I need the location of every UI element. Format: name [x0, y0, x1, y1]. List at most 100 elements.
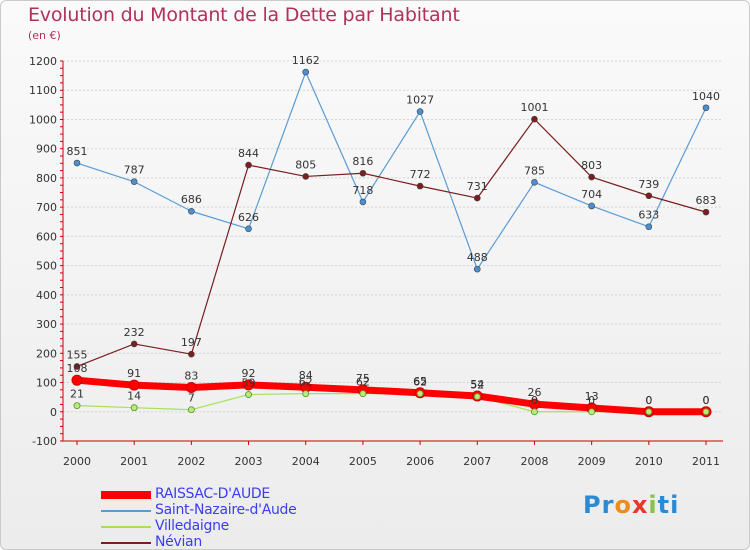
data-point	[359, 169, 367, 177]
data-label: 718	[352, 184, 373, 197]
y-tick-label: 0	[50, 406, 57, 419]
data-point	[128, 379, 140, 391]
data-point	[245, 391, 252, 398]
data-point	[473, 393, 481, 400]
series-line	[76, 71, 707, 270]
data-point	[359, 390, 367, 398]
data-label: 232	[124, 326, 145, 339]
data-point	[245, 161, 252, 169]
data-point	[130, 340, 138, 348]
x-tick-label: 2002	[177, 455, 205, 468]
data-label: 155	[67, 348, 88, 361]
legend-label: Névian	[155, 534, 202, 550]
y-tick-label: 100	[36, 377, 57, 390]
x-tick-label: 2010	[635, 455, 663, 468]
data-point	[416, 182, 424, 190]
y-tick-label: 600	[36, 230, 57, 243]
data-label: 626	[238, 211, 259, 224]
data-label: 83	[184, 370, 198, 383]
data-point	[185, 382, 197, 394]
data-point	[73, 402, 81, 410]
data-label: 1040	[692, 90, 720, 103]
data-label: 739	[638, 178, 659, 191]
x-tick-label: 2001	[120, 455, 148, 468]
data-label: 14	[127, 390, 141, 403]
data-label: 772	[410, 168, 431, 181]
chart-title: Evolution du Montant de la Dette par Hab…	[28, 4, 460, 26]
y-tick-label: -100	[32, 435, 57, 448]
data-label: 0	[588, 394, 595, 407]
data-label: 731	[467, 180, 488, 193]
data-point	[73, 159, 81, 167]
x-tick-label: 2007	[463, 455, 491, 468]
x-tick-label: 2006	[406, 455, 434, 468]
y-tick-label: 1000	[29, 113, 57, 126]
data-label: 1001	[520, 101, 548, 114]
data-label: 686	[181, 193, 202, 206]
data-label: 704	[581, 188, 602, 201]
data-point	[130, 178, 138, 186]
data-point	[130, 404, 138, 412]
legend-label: Saint-Nazaire-d'Aude	[155, 502, 297, 518]
data-point	[245, 225, 252, 233]
legend-swatch	[101, 542, 151, 544]
x-tick-label: 2005	[349, 455, 377, 468]
data-point	[702, 104, 710, 112]
data-point	[531, 179, 538, 186]
data-label: 26	[527, 386, 541, 399]
x-tick-label: 2003	[235, 455, 263, 468]
data-label: 488	[467, 251, 488, 264]
data-label: 785	[524, 164, 545, 177]
data-label: 0	[531, 394, 538, 407]
data-label: 84	[299, 369, 313, 382]
data-point	[588, 202, 595, 210]
legend-label: RAISSAC-D'AUDE	[155, 486, 270, 502]
data-point	[645, 223, 653, 231]
data-point	[473, 194, 481, 202]
data-point	[243, 379, 255, 391]
data-label: 683	[696, 194, 717, 207]
data-point	[188, 350, 195, 358]
data-label: 787	[124, 164, 145, 177]
data-point	[588, 408, 596, 416]
x-tick-label: 2004	[292, 455, 320, 468]
data-label: 633	[638, 209, 659, 222]
data-point	[302, 390, 310, 398]
y-tick-label: 500	[36, 260, 57, 273]
x-tick-label: 2009	[578, 455, 606, 468]
data-point	[302, 68, 310, 76]
data-label: 0	[645, 394, 652, 407]
y-tick-label: 1100	[29, 84, 57, 97]
data-label: 62	[356, 376, 370, 389]
x-tick-label: 2000	[63, 455, 91, 468]
data-label: 65	[413, 375, 427, 388]
data-point	[702, 208, 710, 216]
x-tick-label: 2011	[692, 455, 720, 468]
data-label: 7	[188, 392, 195, 405]
data-label: 59	[242, 377, 256, 390]
data-label: 1027	[406, 94, 434, 107]
data-label: 851	[67, 145, 88, 158]
data-label: 805	[295, 158, 316, 171]
data-point	[73, 363, 81, 370]
data-point	[473, 265, 481, 273]
data-label: 62	[413, 376, 427, 389]
series-line	[73, 376, 710, 416]
data-label: 52	[470, 379, 484, 392]
x-tick-label: 2008	[520, 455, 548, 468]
data-label: 1162	[292, 54, 320, 67]
y-tick-label: 1200	[29, 55, 57, 68]
y-tick-label: 900	[36, 143, 57, 156]
data-point	[416, 108, 424, 115]
data-label: 75	[356, 372, 370, 385]
data-point	[702, 408, 710, 416]
legend-swatch	[101, 491, 151, 499]
legend-label: Villedaigne	[155, 518, 229, 534]
data-point	[645, 192, 653, 200]
data-label: 92	[242, 367, 256, 380]
data-label: 197	[181, 336, 202, 349]
data-label: 0	[645, 394, 652, 407]
data-point	[302, 173, 310, 180]
data-point	[645, 408, 653, 416]
